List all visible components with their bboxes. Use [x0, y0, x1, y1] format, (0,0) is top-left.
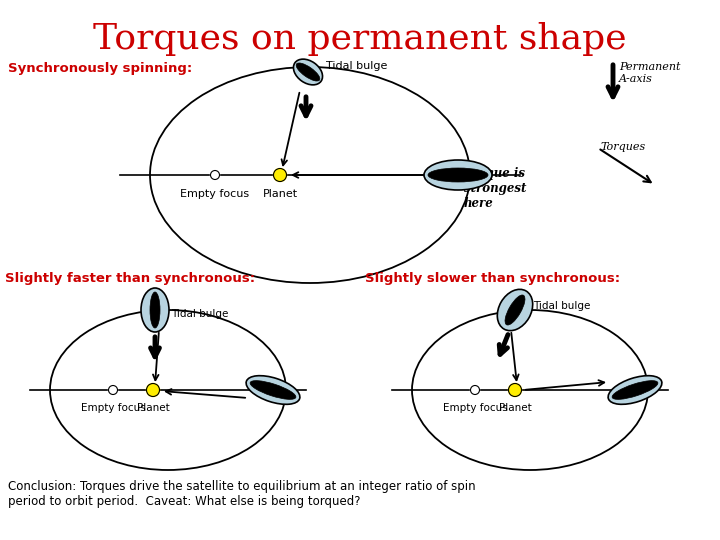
Text: Empty focus: Empty focus — [181, 189, 250, 199]
Text: Torques on permanent shape: Torques on permanent shape — [93, 22, 627, 56]
Ellipse shape — [141, 288, 169, 332]
Ellipse shape — [250, 381, 296, 400]
Circle shape — [508, 383, 521, 396]
Ellipse shape — [294, 59, 323, 85]
Ellipse shape — [498, 289, 533, 330]
Text: Empty focus: Empty focus — [443, 403, 508, 413]
Ellipse shape — [296, 63, 320, 81]
Text: Tidal bulge: Tidal bulge — [326, 61, 387, 71]
Ellipse shape — [428, 168, 488, 182]
Ellipse shape — [608, 376, 662, 404]
Text: Tidal bulge: Tidal bulge — [171, 309, 228, 319]
Text: Slightly faster than synchronous:: Slightly faster than synchronous: — [5, 272, 255, 285]
Circle shape — [109, 386, 117, 395]
Ellipse shape — [612, 381, 658, 400]
Circle shape — [210, 171, 220, 179]
Text: Synchronously spinning:: Synchronously spinning: — [8, 62, 192, 75]
Text: Torque is
strongest
here: Torque is strongest here — [464, 167, 526, 210]
Circle shape — [146, 383, 160, 396]
Circle shape — [470, 386, 480, 395]
Text: Permanent
A-axis: Permanent A-axis — [619, 62, 680, 84]
Ellipse shape — [246, 376, 300, 404]
Text: Slightly slower than synchronous:: Slightly slower than synchronous: — [365, 272, 620, 285]
Text: Torques: Torques — [600, 142, 645, 152]
Text: Planet: Planet — [137, 403, 169, 413]
Ellipse shape — [150, 292, 160, 328]
Text: Tidal bulge: Tidal bulge — [533, 301, 590, 311]
Ellipse shape — [505, 295, 525, 325]
Text: Conclusion: Torques drive the satellite to equilibrium at an integer ratio of sp: Conclusion: Torques drive the satellite … — [8, 480, 476, 508]
Circle shape — [274, 168, 287, 181]
Text: Planet: Planet — [499, 403, 531, 413]
Text: Empty focus: Empty focus — [81, 403, 145, 413]
Ellipse shape — [424, 160, 492, 190]
Text: Planet: Planet — [262, 189, 297, 199]
